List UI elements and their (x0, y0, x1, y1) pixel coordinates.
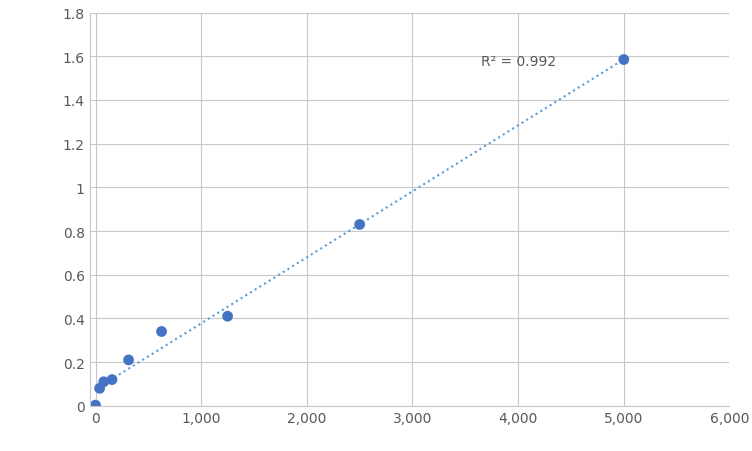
Point (123, 356, 135, 364)
Point (106, 376, 118, 383)
Point (618, 57, 630, 64)
Point (156, 328, 168, 336)
Point (353, 221, 365, 229)
Text: R² = 0.992: R² = 0.992 (481, 55, 556, 69)
Point (94, 385, 106, 392)
Point (89, 402, 102, 409)
Point (98, 378, 110, 386)
Point (222, 313, 234, 320)
